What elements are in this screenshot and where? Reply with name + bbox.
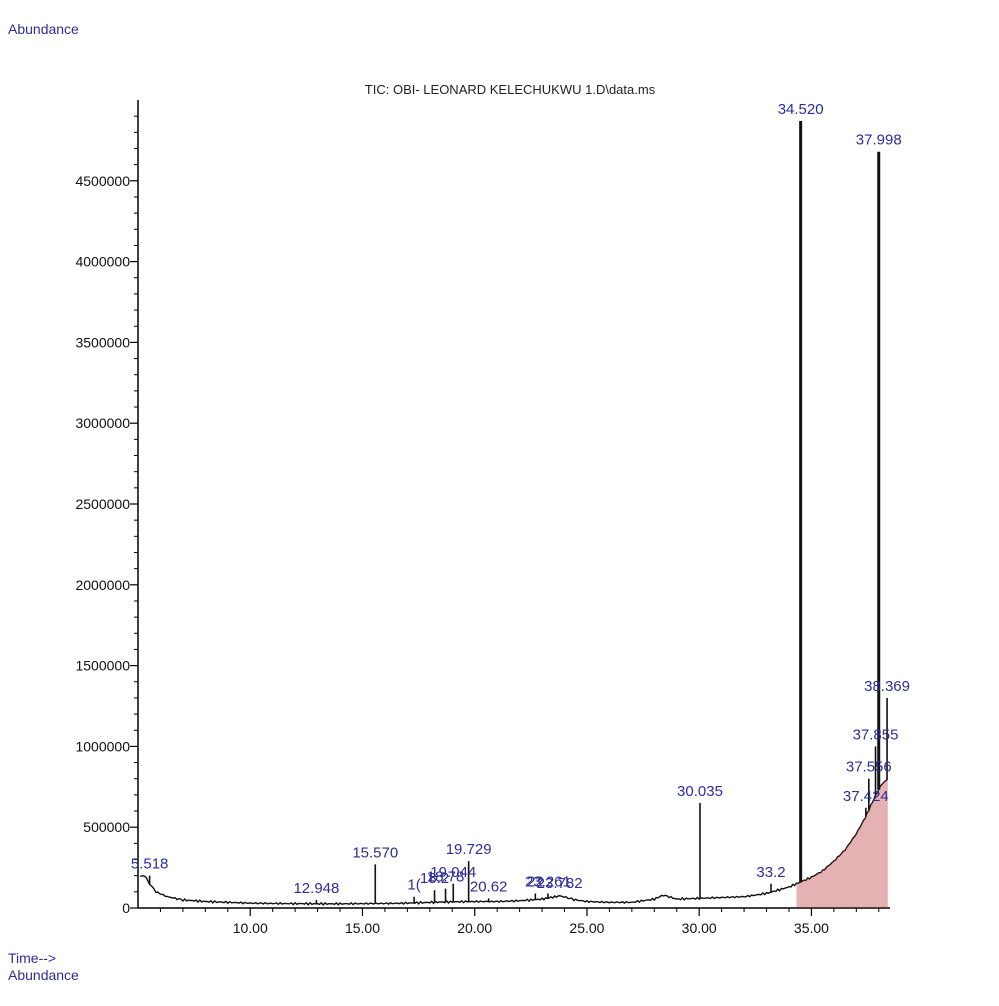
peak-label: 18.2 <box>420 870 449 887</box>
peak-label: 37.855 <box>853 726 899 743</box>
x-tick-label: 15.00 <box>345 920 380 936</box>
y-tick-label: 3000000 <box>75 415 130 431</box>
y-tick-label: 4500000 <box>75 173 130 189</box>
peak-label: 30.035 <box>677 783 723 800</box>
peak-label: 33.2 <box>756 864 785 881</box>
peak-lines <box>148 121 888 904</box>
peak-label: 1( <box>407 877 420 894</box>
peak-label: 34.520 <box>778 101 824 118</box>
chart-title: TIC: OBI- LEONARD KELECHUKWU 1.D\data.ms <box>365 82 656 97</box>
y-axis-label-top: Abundance <box>8 21 79 37</box>
peak-label: 37.424 <box>843 788 889 805</box>
tic-trace-line <box>139 778 889 906</box>
y-tick-label: 2000000 <box>75 577 130 593</box>
tic-trace <box>139 778 889 908</box>
y-tick-label: 1000000 <box>75 738 130 754</box>
peak-label: 37.556 <box>846 759 892 776</box>
peak-label: 22 <box>527 873 544 890</box>
x-tick-label: 10.00 <box>233 920 268 936</box>
peak-label: 37.998 <box>856 132 902 149</box>
peak-label: 23.261 <box>525 873 571 890</box>
x-tick-label: 35.00 <box>794 920 829 936</box>
peak-label: 12.948 <box>293 880 339 897</box>
y-tick-label: 4000000 <box>75 254 130 270</box>
x-axis-label: Time--> <box>8 950 57 966</box>
y-tick-label: 0 <box>122 900 130 916</box>
y-tick-label: 3500000 <box>75 334 130 350</box>
x-tick-label: 25.00 <box>569 920 604 936</box>
y-tick-label: 500000 <box>83 819 130 835</box>
peak-label: 19.729 <box>446 841 492 858</box>
y-tick-label: 2500000 <box>75 496 130 512</box>
peak-label: 38.369 <box>864 678 910 695</box>
peak-label: 5.518 <box>131 856 169 873</box>
peak-label: 19.044 <box>430 864 476 881</box>
x-tick-label: 20.00 <box>457 920 492 936</box>
y-tick-label: 1500000 <box>75 658 130 674</box>
peak-label: 15.570 <box>352 844 398 861</box>
peak-label: 23.782 <box>537 875 583 892</box>
peak-label: 18.78 <box>427 869 465 886</box>
y-axis-label-bottom: Abundance <box>8 967 79 983</box>
integration-shade <box>796 778 888 908</box>
axes: 0 500000 1000000 1500000 2000000 2500000 30000… <box>75 100 890 936</box>
peak-label: 20.62 <box>470 878 508 895</box>
x-tick-label: 30.00 <box>682 920 717 936</box>
